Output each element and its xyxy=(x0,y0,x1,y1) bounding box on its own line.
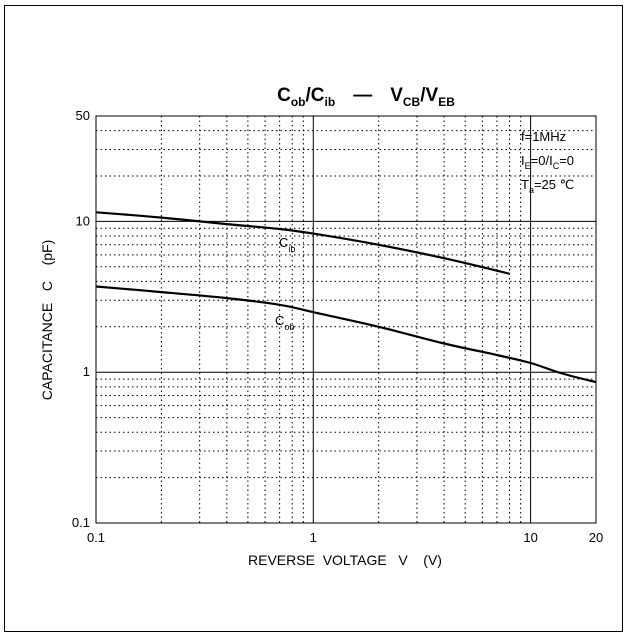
y-tick-label: 10 xyxy=(76,213,90,228)
title-vcb-sub: CB xyxy=(403,95,421,109)
title-vcb-main: V xyxy=(390,85,403,106)
title-cob-main: C xyxy=(277,85,291,106)
y-tick-label: 1 xyxy=(83,364,90,379)
title-cib-main: C xyxy=(311,85,325,106)
x-tick-label: 10 xyxy=(523,530,537,545)
x-tick-label: 1 xyxy=(310,530,317,545)
condition-temperature: Ta=25 ℃ xyxy=(521,177,574,195)
x-tick-label: 0.1 xyxy=(87,530,105,545)
x-axis-label: REVERSE VOLTAGE V (V) xyxy=(248,552,442,568)
y-tick-label: 0.1 xyxy=(72,515,90,530)
condition-bias: IE=0/IC=0 xyxy=(521,153,574,171)
series-label-cob: Cob xyxy=(275,313,294,332)
title-veb-sub: EB xyxy=(438,95,455,109)
x-tick-label: 20 xyxy=(589,530,603,545)
title-cob-sub: ob xyxy=(291,95,306,109)
title-dash: — xyxy=(353,85,372,106)
chart-title: Cob/Cib — VCB/VEB xyxy=(277,85,455,109)
y-axis-label: CAPACITANCE C (pF) xyxy=(39,240,55,401)
title-veb-main: V xyxy=(426,85,439,106)
title-cib-sub: ib xyxy=(325,95,336,109)
series-label-cib: Cib xyxy=(279,235,295,254)
y-tick-label: 50 xyxy=(76,108,90,123)
condition-frequency: f=1MHz xyxy=(521,129,566,144)
